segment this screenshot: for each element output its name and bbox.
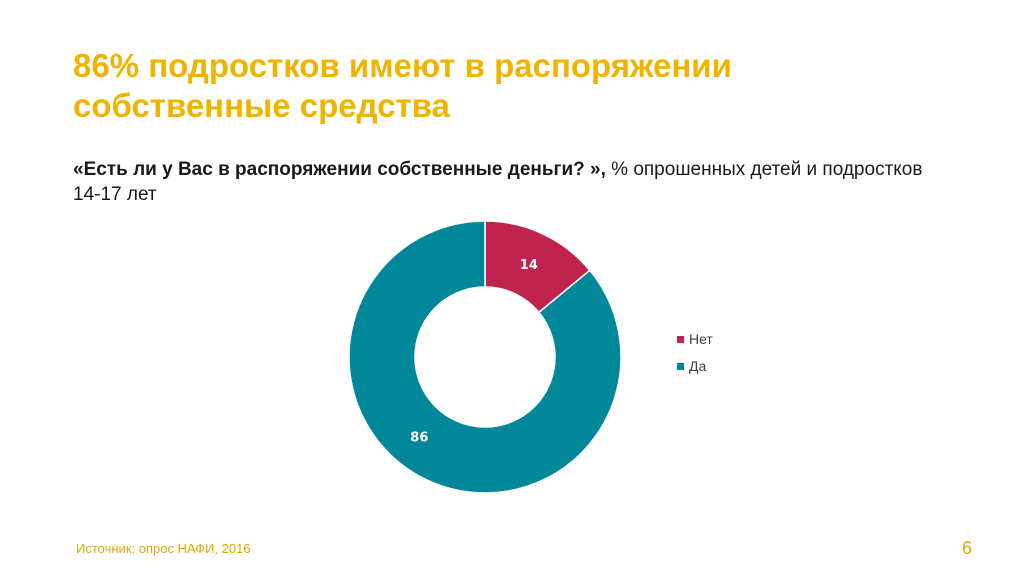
data-label-Да: 86 <box>410 430 428 445</box>
donut-slice-Да <box>348 220 622 494</box>
page-number: 6 <box>961 538 972 558</box>
chart-legend: Нет Да <box>677 330 713 384</box>
legend-item-net: Нет <box>677 330 713 348</box>
survey-question: «Есть ли у Вас в распоряжении собственны… <box>73 159 606 180</box>
legend-swatch-da <box>677 362 684 370</box>
survey-description: % опрошенных детей и подростков 14-17 ле… <box>73 159 923 205</box>
chart-subtitle: «Есть ли у Вас в распоряжении собственны… <box>73 157 933 207</box>
legend-item-da: Да <box>677 357 713 375</box>
data-label-Нет: 14 <box>520 258 538 273</box>
legend-swatch-net <box>677 335 684 343</box>
legend-label-da: Да <box>689 358 707 374</box>
slide-title: 86% подростков имеют в распоряжении собс… <box>73 47 732 124</box>
legend-label-net: Нет <box>689 331 713 347</box>
source-note: Источник: опрос НАФИ, 2016 <box>76 541 251 556</box>
